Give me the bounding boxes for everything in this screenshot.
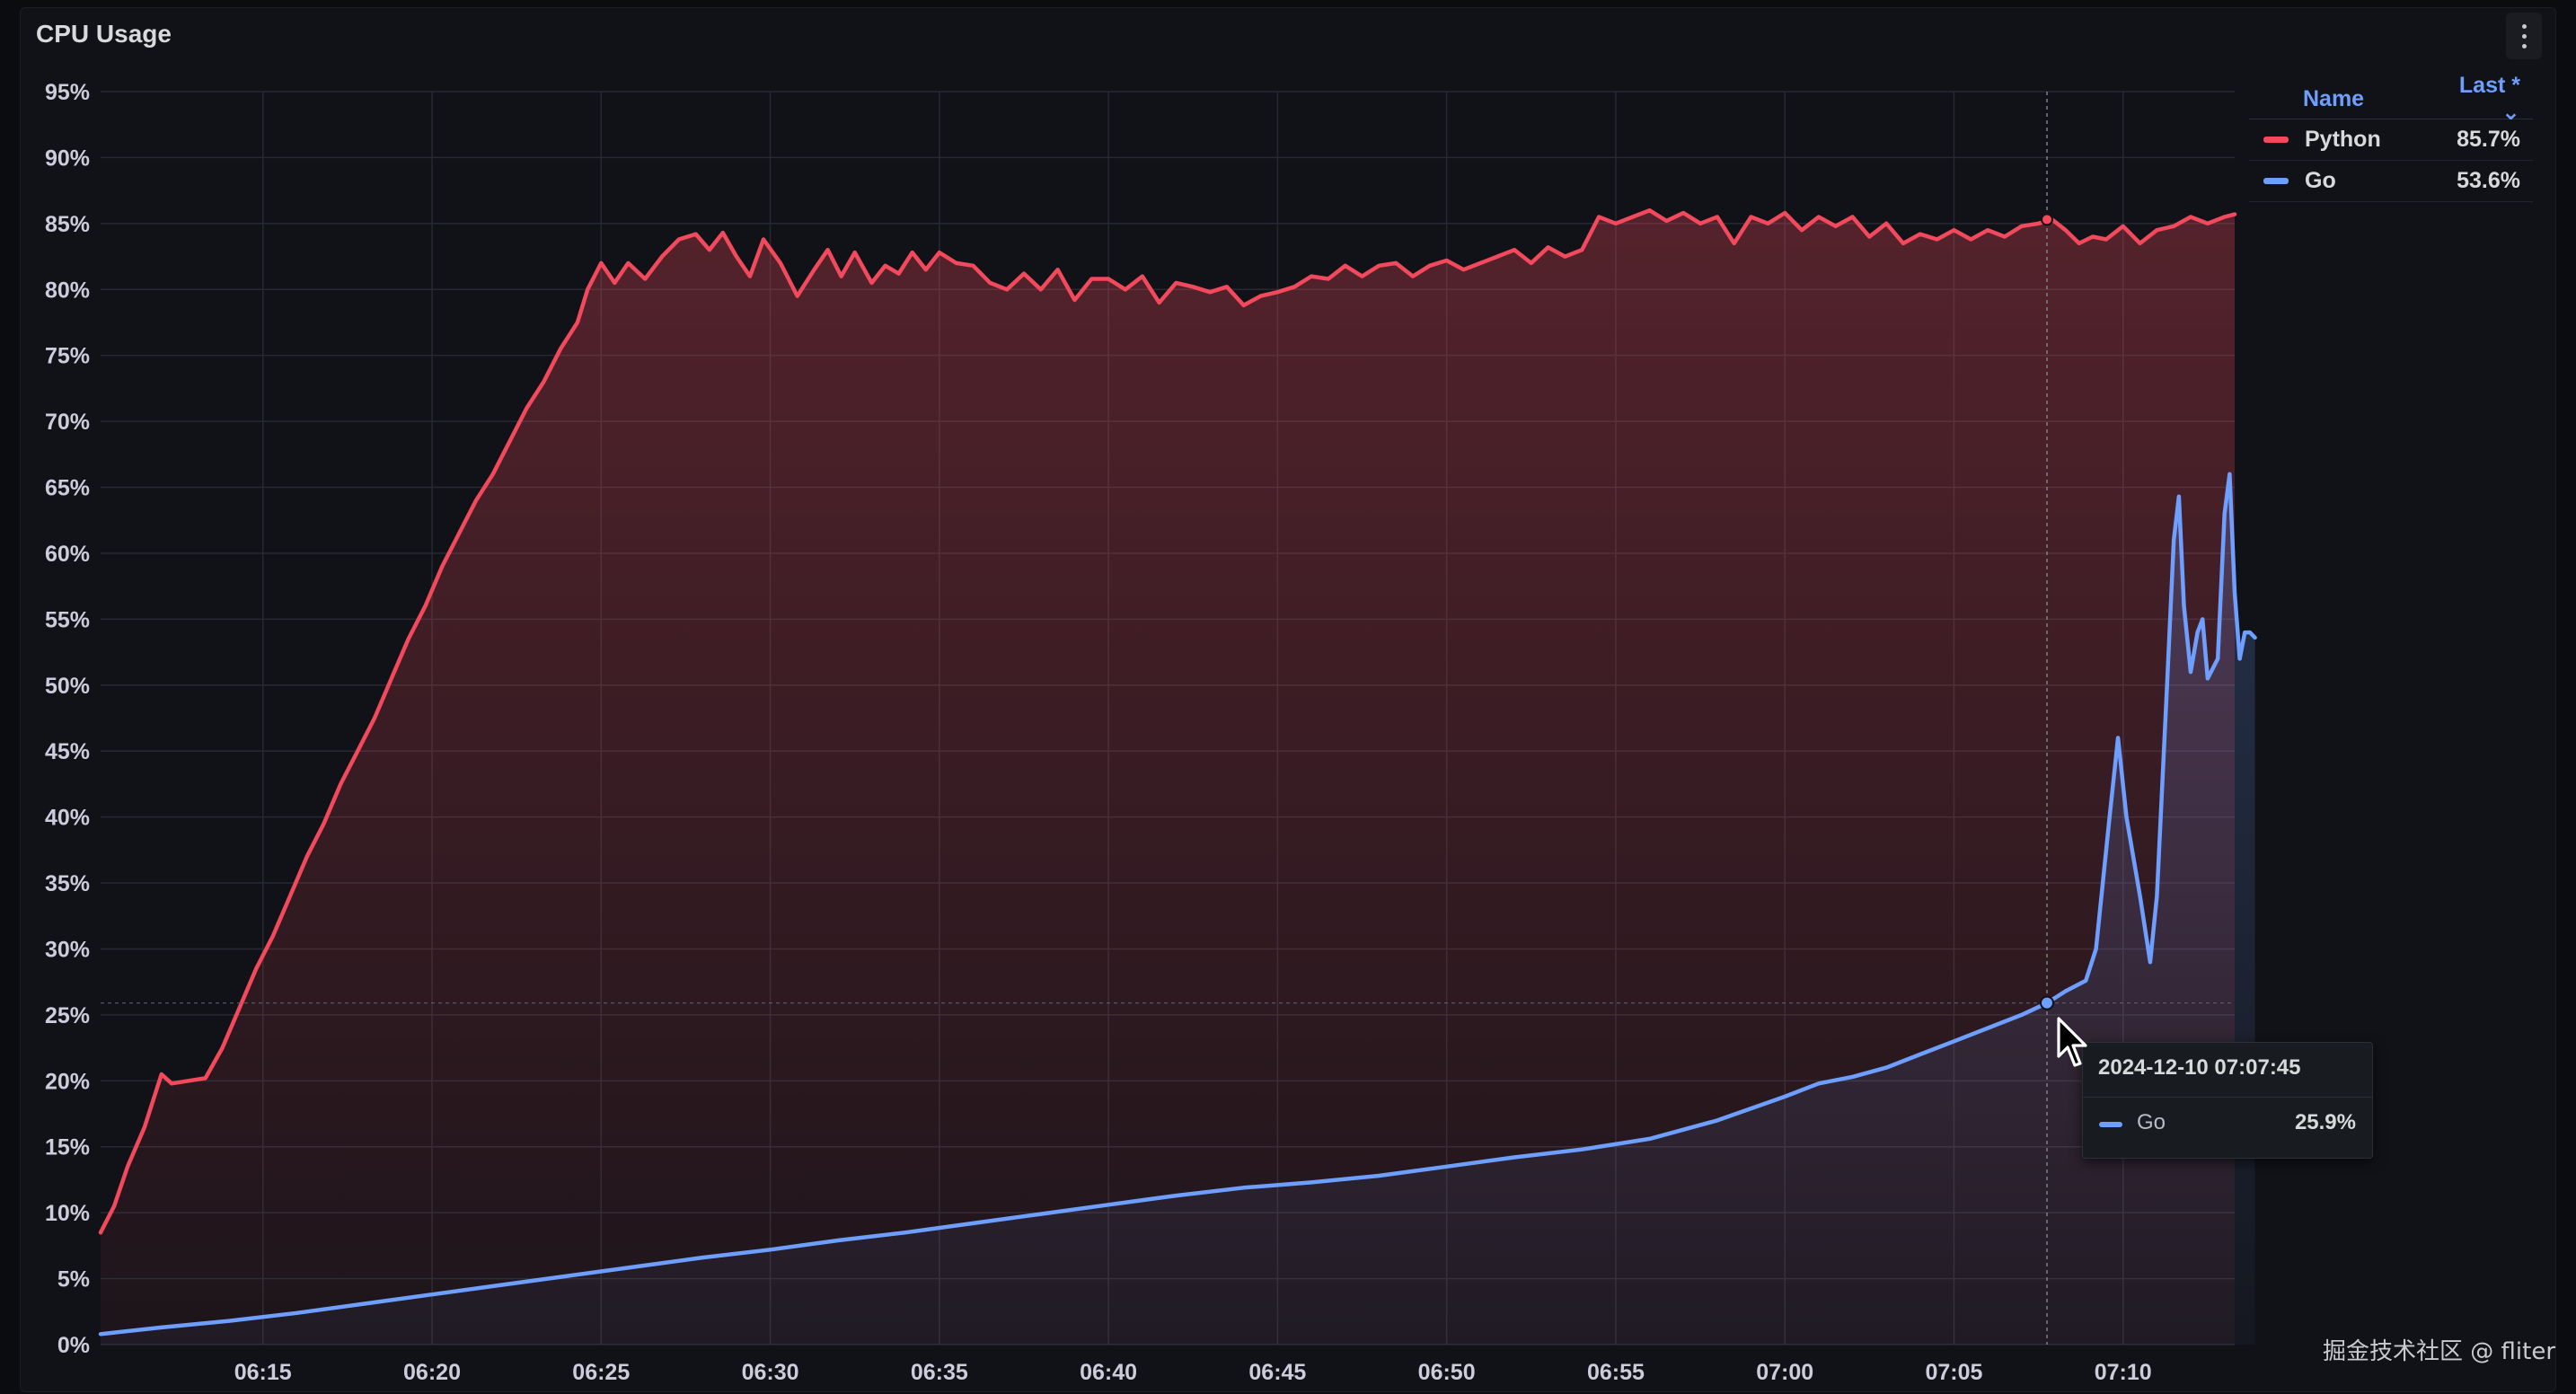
hover-point-go bbox=[2040, 995, 2055, 1010]
y-tick-label: 40% bbox=[45, 806, 90, 831]
x-tick-label: 07:05 bbox=[1925, 1360, 1982, 1385]
mouse-pointer-icon bbox=[2057, 1017, 2087, 1067]
legend-swatch-python bbox=[2263, 137, 2289, 143]
y-tick-label: 5% bbox=[57, 1267, 90, 1293]
hover-point-python bbox=[2041, 213, 2054, 226]
x-tick-label: 07:10 bbox=[2095, 1360, 2152, 1385]
x-tick-label: 06:55 bbox=[1587, 1360, 1645, 1385]
hover-tooltip: 2024-12-10 07:07:45 Go 25.9% bbox=[2082, 1042, 2373, 1159]
legend-header-name[interactable]: Name bbox=[2303, 85, 2365, 111]
x-tick-label: 06:40 bbox=[1080, 1360, 1137, 1385]
legend-header-last[interactable]: Last * ⌄ bbox=[2458, 72, 2520, 125]
legend-row-go[interactable]: Go 53.6% bbox=[2249, 161, 2533, 202]
x-tick-label: 06:30 bbox=[742, 1360, 799, 1385]
y-tick-label: 55% bbox=[45, 607, 90, 632]
y-tick-label: 50% bbox=[45, 674, 90, 699]
y-tick-label: 90% bbox=[45, 146, 90, 171]
y-tick-label: 25% bbox=[45, 1003, 90, 1028]
y-tick-label: 95% bbox=[45, 80, 90, 105]
tooltip-series-name: Go bbox=[2137, 1110, 2166, 1134]
y-tick-label: 85% bbox=[45, 212, 90, 237]
tooltip-series-value: 25.9% bbox=[2294, 1110, 2356, 1134]
series-area-go bbox=[101, 473, 2255, 1345]
y-tick-label: 65% bbox=[45, 476, 90, 501]
x-tick-label: 07:00 bbox=[1756, 1360, 1813, 1385]
legend-row-python[interactable]: Python 85.7% bbox=[2249, 119, 2533, 161]
y-tick-label: 30% bbox=[45, 937, 90, 962]
legend-header: Name Last * ⌄ bbox=[2249, 73, 2533, 125]
hover-overlay bbox=[101, 92, 2235, 1345]
panel-menu-button[interactable] bbox=[2506, 13, 2542, 59]
y-tick-label: 10% bbox=[45, 1201, 90, 1226]
legend-value: 85.7% bbox=[2457, 127, 2520, 152]
y-tick-label: 15% bbox=[45, 1135, 90, 1160]
x-tick-label: 06:35 bbox=[911, 1360, 968, 1385]
y-tick-label: 60% bbox=[45, 542, 90, 567]
tooltip-time: 2024-12-10 07:07:45 bbox=[2098, 1055, 2301, 1080]
legend-name: Go bbox=[2305, 168, 2336, 193]
legend-value: 53.6% bbox=[2457, 168, 2520, 193]
y-axis: 0% 5% 10% 15% 20% 25% 30% 35% 40% 45% 50% 55% 60% 65%… bbox=[45, 80, 90, 1358]
legend: Name Last * ⌄ Python 85.7% Go 53.6% bbox=[2249, 73, 2533, 202]
more-vertical-icon-dot bbox=[2521, 33, 2527, 39]
watermark: 掘金技术社区 @ fliter bbox=[2323, 1338, 2556, 1365]
series-line-go bbox=[98, 472, 2257, 1337]
x-tick-label: 06:20 bbox=[403, 1360, 461, 1385]
more-vertical-icon-dot bbox=[2521, 43, 2527, 49]
tooltip-swatch bbox=[2099, 1122, 2122, 1127]
series-area-python bbox=[101, 210, 2235, 1345]
y-tick-label: 80% bbox=[45, 278, 90, 303]
legend-name: Python bbox=[2305, 127, 2381, 152]
x-tick-label: 06:15 bbox=[234, 1360, 292, 1385]
y-tick-label: 0% bbox=[57, 1333, 90, 1358]
more-vertical-icon bbox=[2521, 23, 2527, 29]
x-tick-label: 06:45 bbox=[1248, 1360, 1306, 1385]
x-axis: 06:15 06:20 06:25 06:30 06:35 06:40 06:45 06:50… bbox=[234, 1360, 2152, 1385]
tooltip-divider bbox=[2083, 1097, 2372, 1098]
x-tick-label: 06:50 bbox=[1418, 1360, 1476, 1385]
chart-series bbox=[98, 207, 2257, 1345]
x-tick-label: 06:25 bbox=[572, 1360, 630, 1385]
series-line-python bbox=[98, 207, 2237, 1235]
y-tick-label: 35% bbox=[45, 871, 90, 896]
y-tick-label: 75% bbox=[45, 344, 90, 369]
y-tick-label: 45% bbox=[45, 739, 90, 764]
legend-swatch-go bbox=[2263, 178, 2289, 184]
y-tick-label: 20% bbox=[45, 1069, 90, 1094]
panel-title: CPU Usage bbox=[36, 20, 172, 48]
y-tick-label: 70% bbox=[45, 410, 90, 435]
